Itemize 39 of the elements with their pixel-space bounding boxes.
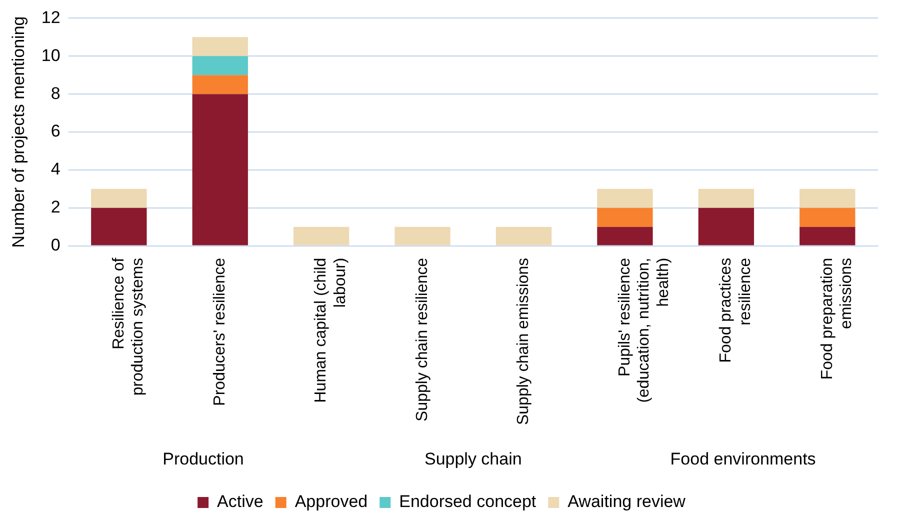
legend-label: Endorsed concept (399, 492, 536, 512)
bar (192, 56, 248, 76)
legend-label: Approved (294, 492, 368, 512)
text: Supply chain (424, 450, 522, 469)
x-tick-label: Supply chain emissions (515, 258, 532, 426)
bar (192, 37, 248, 56)
bar (91, 188, 147, 208)
legend-label: Awaiting review (568, 492, 686, 512)
y-tick-label: 6 (50, 122, 60, 141)
bar (91, 208, 147, 246)
bar (496, 226, 552, 246)
y-tick-label: 0 (50, 235, 60, 254)
legend-label: Active (217, 492, 264, 512)
bar (800, 188, 856, 208)
x-tick-label: Food preparation emissions (818, 258, 855, 380)
bar (597, 226, 653, 246)
bar (394, 226, 450, 246)
x-tick-label: Human capital (child labour) (312, 258, 349, 403)
bar (597, 208, 653, 227)
bar (800, 208, 856, 227)
x-tick-label: Supply chain resilience (414, 258, 431, 422)
text: Production (162, 450, 244, 469)
y-tick-label: 8 (50, 84, 60, 103)
bar (192, 75, 248, 94)
y-axis-title: Number of projects mentioning (8, 16, 28, 248)
y-tick-label: 12 (41, 8, 60, 27)
y-tick-label: 10 (41, 46, 60, 65)
x-tick-label: Producers' resilience (212, 258, 229, 406)
bar (698, 188, 754, 208)
bar (698, 208, 754, 246)
bar (192, 94, 248, 246)
y-tick-label: 2 (50, 198, 60, 217)
bar (800, 226, 856, 246)
y-tick-label: 4 (50, 160, 60, 179)
x-tick-label: Resilience of production systems (110, 257, 147, 396)
bar (597, 188, 653, 208)
text: Food environments (670, 450, 816, 469)
bar (294, 226, 350, 246)
x-tick-label: Pupils' resilience (education, nutrition, health) (616, 258, 672, 403)
